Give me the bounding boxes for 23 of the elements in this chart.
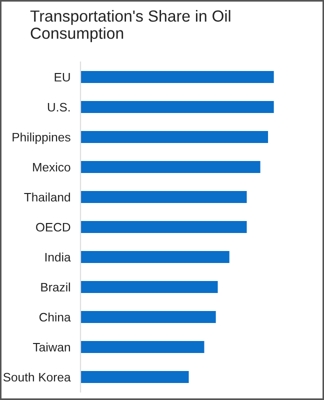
bar [80,101,274,113]
bar [80,71,274,83]
y-tick-label: Thailand [24,192,70,202]
y-tick-label: EU [54,73,70,82]
bar [80,281,218,293]
bar [80,341,204,353]
chart-title: Transportation's Share in Oil Consumption [30,10,230,42]
y-tick-label: OECD [36,222,70,232]
y-tick-label: South Korea [3,372,71,382]
y-tick-label: Philippines [12,132,70,144]
bar [80,131,268,143]
y-tick-label: Taiwan [33,342,70,352]
y-tick-label: India [45,252,71,262]
bar [80,311,216,323]
bar [80,221,247,233]
y-tick-label: Mexico [33,162,70,172]
bar [80,371,189,383]
y-tick-label: Brazil [41,282,70,292]
bar [80,251,230,263]
bar [80,191,247,203]
y-tick-label: U.S. [48,102,70,112]
y-tick-label: China [39,312,71,322]
bar [80,161,260,173]
